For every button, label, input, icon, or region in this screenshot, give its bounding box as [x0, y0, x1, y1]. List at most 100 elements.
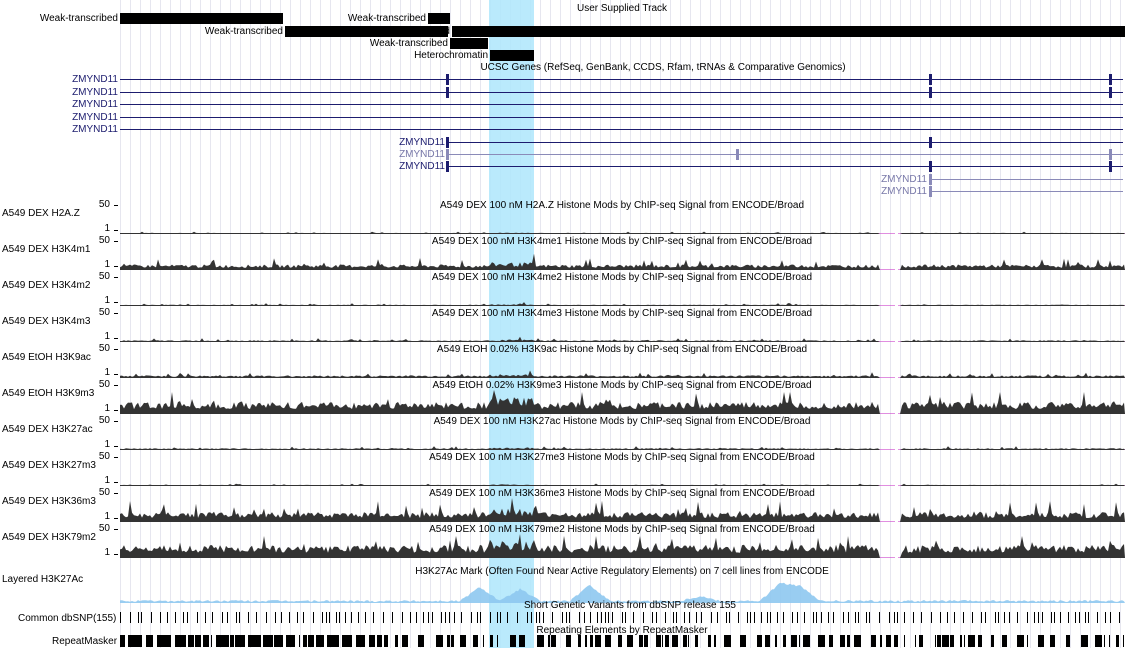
gene-exon[interactable] [929, 137, 932, 148]
gridline [460, 0, 461, 648]
gene-label[interactable]: ZMYND11 [72, 124, 118, 135]
gene-label[interactable]: ZMYND11 [72, 87, 118, 98]
dbsnp-mark [981, 612, 982, 623]
gene-line[interactable] [120, 79, 1123, 80]
gene-exon[interactable] [446, 137, 449, 148]
gene-exon[interactable] [929, 87, 932, 98]
signal-plot[interactable] [120, 244, 1125, 270]
gene-exon[interactable] [446, 87, 449, 98]
repeat-element [460, 635, 466, 647]
repeat-element [1027, 635, 1028, 647]
gene-exon[interactable] [929, 174, 932, 185]
gene-line[interactable] [929, 179, 1123, 180]
gene-exon[interactable] [1109, 87, 1112, 98]
gene-line[interactable] [447, 142, 1123, 143]
user-segment-block[interactable] [490, 50, 534, 61]
user-segment-block[interactable] [120, 13, 283, 24]
gene-exon[interactable] [446, 74, 449, 85]
signal-plot[interactable] [120, 424, 1125, 450]
gene-exon[interactable] [929, 161, 932, 172]
dbsnp-mark [569, 612, 570, 623]
gene-line[interactable] [929, 191, 1123, 192]
signal-plot[interactable] [120, 532, 1125, 558]
gene-label[interactable]: ZMYND11 [72, 74, 118, 85]
signal-track-label[interactable]: A549 DEX H3K27m3 [2, 460, 96, 471]
signal-track-label[interactable]: A549 DEX H3K4m1 [2, 244, 91, 255]
signal-scale-max: 50 [98, 307, 110, 318]
gene-line[interactable] [120, 104, 1123, 105]
gridline [190, 0, 191, 648]
user-segment-block[interactable] [285, 26, 448, 37]
gene-exon[interactable] [446, 161, 449, 172]
repeatmasker-marks[interactable] [120, 635, 1125, 647]
dbsnp-mark [783, 612, 784, 623]
dbsnp-mark [998, 612, 999, 623]
dbsnp-marks[interactable] [120, 612, 1125, 624]
dbsnp-mark [461, 612, 462, 623]
dbsnp-mark [339, 612, 340, 623]
dbsnp-mark [297, 612, 298, 623]
gene-label[interactable]: ZMYND11 [881, 174, 927, 185]
gridline [450, 0, 451, 648]
signal-plot[interactable] [120, 208, 1125, 234]
signal-plot[interactable] [120, 496, 1125, 522]
user-segment-block[interactable] [452, 26, 1125, 37]
dbsnp-mark [897, 612, 898, 623]
gene-label[interactable]: ZMYND11 [881, 186, 927, 197]
gene-label[interactable]: ZMYND11 [399, 161, 445, 172]
signal-track-label[interactable]: A549 DEX H2A.Z [2, 208, 80, 219]
signal-scale-tick-min [114, 266, 118, 267]
layered-track-label[interactable]: Layered H3K27Ac [2, 574, 84, 585]
repeat-element [672, 635, 678, 647]
dbsnp-mark [848, 612, 849, 623]
dbsnp-track-label[interactable]: Common dbSNP(155) [18, 613, 117, 624]
gene-line[interactable] [120, 92, 1123, 93]
signal-plot[interactable] [120, 280, 1125, 306]
gene-exon[interactable] [1109, 161, 1112, 172]
gridline [1110, 0, 1111, 648]
gene-label[interactable]: ZMYND11 [72, 99, 118, 110]
gene-line[interactable] [447, 166, 1123, 167]
user-segment-block[interactable] [450, 38, 488, 49]
gene-exon[interactable] [1109, 149, 1112, 160]
signal-scale-tick-max [114, 421, 118, 422]
repeat-element [854, 635, 861, 647]
gene-line[interactable] [447, 154, 1123, 155]
gridline [660, 0, 661, 648]
repeatmasker-track-label[interactable]: RepeatMasker [52, 636, 118, 647]
gridline [840, 0, 841, 648]
highlight-region [489, 0, 534, 648]
gene-exon[interactable] [1109, 74, 1112, 85]
signal-plot[interactable] [120, 388, 1125, 414]
gene-label[interactable]: ZMYND11 [399, 149, 445, 160]
gene-exon[interactable] [929, 186, 932, 197]
dbsnp-mark [1038, 612, 1039, 623]
signal-track-label[interactable]: A549 DEX H3K36m3 [2, 496, 96, 507]
gene-exon[interactable] [929, 74, 932, 85]
signal-plot[interactable] [120, 460, 1125, 486]
signal-area [120, 446, 1125, 450]
signal-plot[interactable] [120, 316, 1125, 342]
signal-track-label[interactable]: A549 DEX H3K27ac [2, 424, 93, 435]
layered-signal[interactable] [120, 578, 1125, 603]
gene-label[interactable]: ZMYND11 [72, 112, 118, 123]
signal-track-label[interactable]: A549 DEX H3K4m2 [2, 280, 91, 291]
signal-track-label[interactable]: A549 DEX H3K4m3 [2, 316, 91, 327]
gene-label[interactable]: ZMYND11 [399, 137, 445, 148]
user-segment-block[interactable] [428, 13, 450, 24]
gene-line[interactable] [120, 129, 1123, 130]
repeat-element [1017, 635, 1024, 647]
gene-line[interactable] [120, 117, 1123, 118]
gridline [890, 0, 891, 648]
repeat-element [316, 635, 324, 647]
gene-exon[interactable] [446, 149, 449, 160]
signal-track-label[interactable]: A549 EtOH H3K9ac [2, 352, 91, 363]
gridline [370, 0, 371, 648]
gene-exon[interactable] [736, 149, 739, 160]
dbsnp-mark [904, 612, 905, 623]
gridline [920, 0, 921, 648]
signal-track-label[interactable]: A549 EtOH H3K9m3 [2, 388, 95, 399]
signal-track-label[interactable]: A549 DEX H3K79m2 [2, 532, 96, 543]
signal-plot[interactable] [120, 352, 1125, 378]
